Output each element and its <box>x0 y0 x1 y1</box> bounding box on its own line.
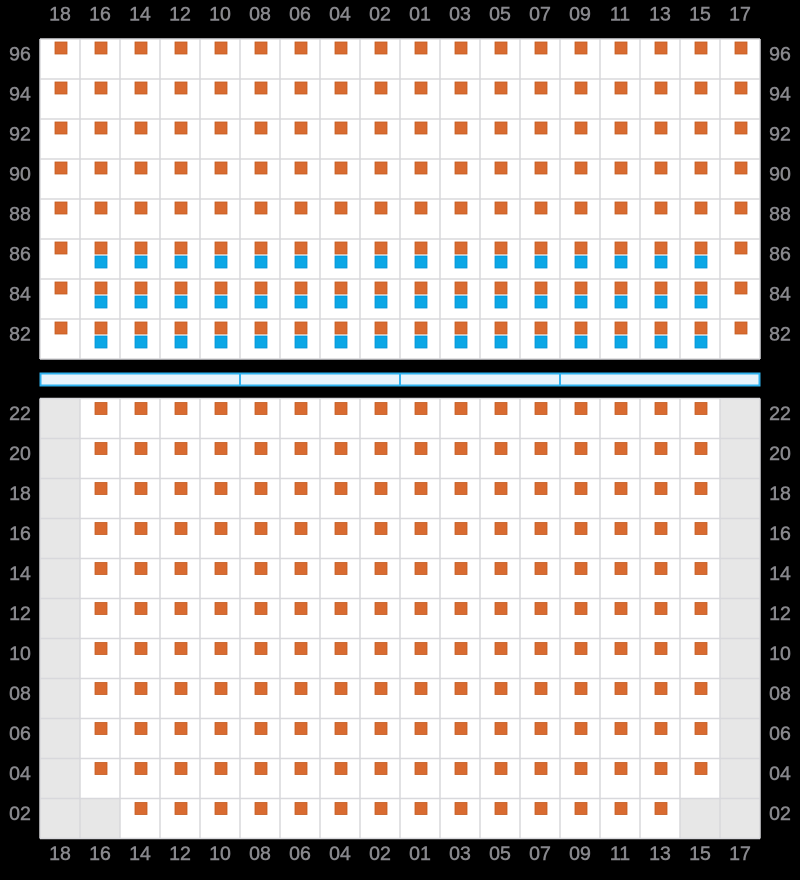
svg-text:88: 88 <box>769 204 791 226</box>
svg-text:04: 04 <box>329 4 351 26</box>
svg-text:05: 05 <box>489 4 511 26</box>
svg-text:11: 11 <box>610 4 630 26</box>
svg-text:14: 14 <box>9 563 31 585</box>
svg-text:20: 20 <box>9 443 31 465</box>
svg-text:16: 16 <box>89 4 111 26</box>
svg-text:17: 17 <box>729 4 751 26</box>
svg-text:12: 12 <box>169 4 191 26</box>
svg-text:09: 09 <box>569 843 591 865</box>
svg-text:18: 18 <box>9 483 31 505</box>
svg-text:13: 13 <box>649 4 671 26</box>
svg-text:15: 15 <box>689 843 711 865</box>
svg-text:17: 17 <box>729 843 751 865</box>
svg-text:08: 08 <box>249 4 271 26</box>
svg-text:12: 12 <box>169 843 191 865</box>
svg-text:01: 01 <box>409 843 431 865</box>
svg-text:22: 22 <box>9 403 31 425</box>
svg-text:06: 06 <box>289 843 311 865</box>
svg-text:08: 08 <box>9 683 31 705</box>
svg-text:10: 10 <box>769 643 791 665</box>
svg-text:18: 18 <box>49 843 71 865</box>
svg-text:04: 04 <box>9 763 31 785</box>
svg-text:13: 13 <box>649 843 671 865</box>
svg-text:04: 04 <box>329 843 351 865</box>
svg-text:11: 11 <box>610 843 630 865</box>
svg-text:82: 82 <box>769 324 791 346</box>
svg-text:16: 16 <box>9 523 31 545</box>
svg-text:96: 96 <box>9 44 31 66</box>
svg-text:14: 14 <box>129 843 151 865</box>
svg-text:90: 90 <box>769 164 791 186</box>
svg-text:12: 12 <box>769 603 791 625</box>
svg-text:02: 02 <box>369 843 391 865</box>
svg-text:10: 10 <box>209 4 231 26</box>
svg-text:06: 06 <box>9 723 31 745</box>
svg-text:10: 10 <box>209 843 231 865</box>
svg-text:02: 02 <box>9 803 31 825</box>
svg-text:20: 20 <box>769 443 791 465</box>
svg-text:02: 02 <box>769 803 791 825</box>
svg-text:07: 07 <box>529 4 551 26</box>
svg-text:96: 96 <box>769 44 791 66</box>
svg-text:18: 18 <box>49 4 71 26</box>
svg-text:08: 08 <box>249 843 271 865</box>
svg-text:82: 82 <box>9 324 31 346</box>
svg-text:10: 10 <box>9 643 31 665</box>
svg-text:84: 84 <box>769 284 791 306</box>
svg-text:15: 15 <box>689 4 711 26</box>
svg-text:94: 94 <box>9 84 31 106</box>
svg-text:05: 05 <box>489 843 511 865</box>
svg-text:06: 06 <box>289 4 311 26</box>
svg-text:22: 22 <box>769 403 791 425</box>
svg-text:86: 86 <box>9 244 31 266</box>
svg-text:88: 88 <box>9 204 31 226</box>
svg-text:92: 92 <box>9 124 31 146</box>
svg-text:94: 94 <box>769 84 791 106</box>
svg-text:16: 16 <box>769 523 791 545</box>
svg-text:09: 09 <box>569 4 591 26</box>
svg-text:03: 03 <box>449 843 471 865</box>
svg-text:84: 84 <box>9 284 31 306</box>
svg-text:02: 02 <box>369 4 391 26</box>
svg-text:07: 07 <box>529 843 551 865</box>
svg-text:90: 90 <box>9 164 31 186</box>
svg-text:03: 03 <box>449 4 471 26</box>
svg-text:06: 06 <box>769 723 791 745</box>
svg-text:86: 86 <box>769 244 791 266</box>
svg-text:08: 08 <box>769 683 791 705</box>
svg-text:04: 04 <box>769 763 791 785</box>
svg-text:01: 01 <box>409 4 431 26</box>
svg-text:16: 16 <box>89 843 111 865</box>
svg-text:18: 18 <box>769 483 791 505</box>
svg-text:14: 14 <box>769 563 791 585</box>
svg-text:12: 12 <box>9 603 31 625</box>
svg-text:92: 92 <box>769 124 791 146</box>
svg-text:14: 14 <box>129 4 151 26</box>
